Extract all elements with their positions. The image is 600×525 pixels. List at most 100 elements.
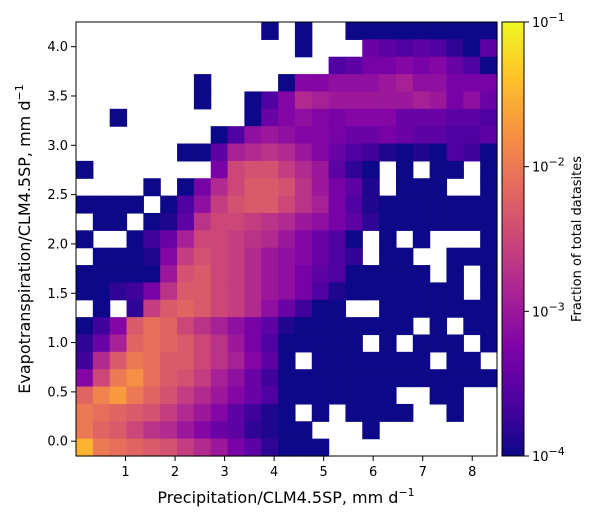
- heatmap-cell: [395, 178, 414, 197]
- heatmap-cell: [261, 126, 279, 145]
- heatmap-cell: [395, 212, 414, 231]
- x-tick-label: 1: [121, 465, 129, 480]
- heatmap-cell: [480, 108, 498, 127]
- heatmap-cell: [412, 334, 431, 353]
- heatmap-cell: [328, 230, 347, 249]
- heatmap-cell: [429, 195, 448, 214]
- heatmap-cell: [227, 282, 245, 301]
- heatmap-cell: [446, 56, 464, 75]
- heatmap-cell: [244, 403, 262, 422]
- heatmap-cell: [294, 178, 313, 197]
- heatmap-cell: [379, 386, 397, 405]
- heatmap-cell: [160, 195, 178, 214]
- heatmap-cell: [412, 369, 431, 388]
- heatmap-cell: [177, 438, 195, 457]
- heatmap-cell: [379, 230, 397, 249]
- heatmap-cell: [379, 195, 397, 214]
- heatmap-cell: [311, 334, 330, 353]
- heatmap-cell: [345, 195, 363, 214]
- heatmap-cell: [76, 230, 94, 249]
- heatmap-cell: [480, 212, 498, 231]
- heatmap-cell: [177, 230, 195, 249]
- heatmap-cell: [109, 108, 128, 127]
- heatmap-cell: [210, 438, 229, 457]
- heatmap-cell: [109, 282, 128, 301]
- y-axis-ticks: 0.0 0.5 1.0 1.5 2.0 2.5 3.0 3.5 4.0: [47, 40, 76, 450]
- heatmap-cell: [143, 369, 161, 388]
- heatmap-cell: [294, 317, 313, 336]
- heatmap-cell: [446, 265, 464, 283]
- heatmap-cell: [109, 403, 128, 422]
- heatmap-cell: [429, 334, 448, 353]
- heatmap-cell: [244, 195, 262, 214]
- heatmap-cell: [177, 421, 195, 440]
- heatmap-cell: [193, 247, 212, 266]
- heatmap-cell: [345, 178, 363, 197]
- heatmap-cell: [345, 91, 363, 110]
- colorbar-tick-label: 10−2: [532, 156, 565, 176]
- x-tick-label: 3: [220, 465, 228, 480]
- heatmap-cell: [244, 230, 262, 249]
- heatmap-cell: [210, 386, 229, 405]
- heatmap-cell: [278, 386, 296, 405]
- heatmap-cell: [278, 74, 296, 93]
- heatmap-cell: [362, 143, 380, 162]
- heatmap-cell: [92, 265, 111, 283]
- heatmap-cell: [193, 421, 212, 440]
- heatmap-cell: [328, 212, 347, 231]
- heatmap-cell: [328, 351, 347, 370]
- heatmap-cell: [126, 282, 144, 301]
- heatmap-cell: [177, 351, 195, 370]
- heatmap-cell: [446, 369, 464, 388]
- heatmap-cell: [311, 265, 330, 283]
- heatmap-cell: [294, 143, 313, 162]
- heatmap-cell: [76, 351, 94, 370]
- heatmap-cell: [446, 403, 464, 422]
- heatmap-cell: [294, 212, 313, 231]
- heatmap-cell: [210, 282, 229, 301]
- heatmap-cell: [92, 386, 111, 405]
- heatmap-cell: [463, 317, 481, 336]
- heatmap-cell: [227, 160, 245, 179]
- heatmap-cell: [395, 247, 414, 266]
- heatmap-cell: [480, 282, 498, 301]
- heatmap-cell: [177, 334, 195, 353]
- heatmap-cell: [412, 299, 431, 318]
- heatmap-cell: [193, 195, 212, 214]
- heatmap-cell: [480, 334, 498, 353]
- heatmap-cell: [261, 299, 279, 318]
- heatmap-cell: [278, 230, 296, 249]
- heatmap-cell: [294, 421, 313, 440]
- heatmap-cell: [193, 230, 212, 249]
- heatmap-cell: [210, 421, 229, 440]
- heatmap-cell: [278, 143, 296, 162]
- heatmap-cell: [160, 438, 178, 457]
- heatmap-cell: [177, 265, 195, 283]
- heatmap-cell: [76, 438, 94, 457]
- heatmap-cell: [480, 195, 498, 214]
- heatmap-cell: [76, 195, 94, 214]
- heatmap-cell: [395, 126, 414, 145]
- heatmap-cell: [395, 265, 414, 283]
- heatmap-cell: [463, 143, 481, 162]
- heatmap-cell: [244, 247, 262, 266]
- heatmap-cell: [328, 282, 347, 301]
- heatmap-cell: [311, 247, 330, 266]
- heatmap-cell: [160, 265, 178, 283]
- heatmap-cell: [126, 247, 144, 266]
- heatmap-cell: [345, 126, 363, 145]
- heatmap-cell: [244, 299, 262, 318]
- heatmap-cell: [210, 299, 229, 318]
- heatmap-cell: [278, 195, 296, 214]
- heatmap-cell: [311, 369, 330, 388]
- heatmap-cell: [429, 39, 448, 58]
- heatmap-cell: [328, 386, 347, 405]
- heatmap-cell: [463, 74, 481, 93]
- heatmap-cell: [429, 386, 448, 405]
- heatmap-cell: [362, 421, 380, 440]
- heatmap-cell: [261, 212, 279, 231]
- heatmap-cell: [345, 334, 363, 353]
- heatmap-cell: [446, 74, 464, 93]
- heatmap-cell: [429, 91, 448, 110]
- heatmap-cell: [395, 299, 414, 318]
